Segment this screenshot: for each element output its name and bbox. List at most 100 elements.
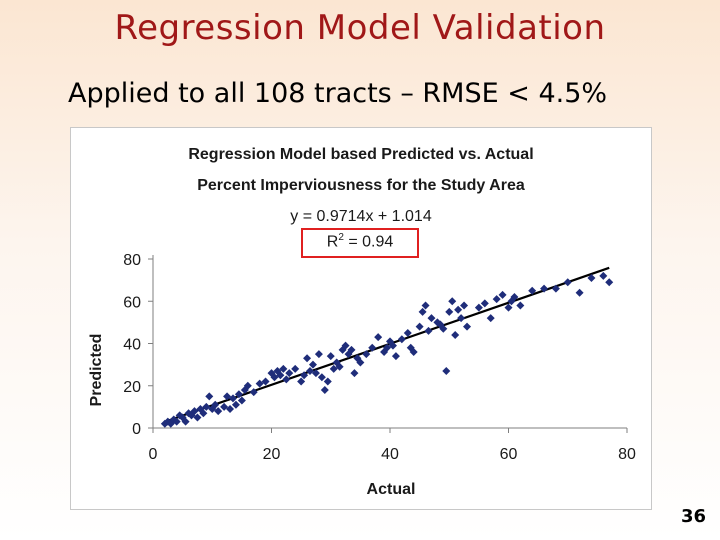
data-point: [314, 350, 323, 359]
data-point: [504, 303, 513, 312]
r-squared-prefix: R: [326, 233, 339, 251]
data-point: [276, 371, 285, 380]
data-point: [202, 402, 211, 411]
data-point: [291, 364, 300, 373]
data-point: [563, 278, 572, 287]
data-point: [279, 364, 288, 373]
data-point: [457, 314, 466, 323]
data-point: [374, 333, 383, 342]
data-point: [193, 413, 202, 422]
data-point: [303, 354, 312, 363]
data-point: [326, 352, 335, 361]
data-point: [335, 362, 344, 371]
data-point: [249, 388, 258, 397]
data-point: [474, 303, 483, 312]
data-point: [510, 293, 519, 302]
data-point: [498, 290, 507, 299]
data-point: [332, 358, 341, 367]
data-point: [323, 377, 332, 386]
data-point: [231, 400, 240, 409]
data-point: [516, 301, 525, 310]
data-point: [282, 375, 291, 384]
data-point: [243, 381, 252, 390]
data-point: [409, 347, 418, 356]
data-point: [311, 369, 320, 378]
data-point: [397, 335, 406, 344]
data-point: [220, 402, 229, 411]
data-point: [587, 274, 596, 283]
data-point: [317, 373, 326, 382]
data-point: [308, 360, 317, 369]
page-number: 36: [680, 506, 706, 527]
y-tick-label: 40: [123, 337, 141, 354]
data-point: [297, 377, 306, 386]
y-tick-label: 80: [123, 252, 141, 269]
data-point: [528, 286, 537, 295]
data-point: [211, 400, 220, 409]
data-point: [306, 366, 315, 375]
y-axis-label: Predicted: [88, 334, 105, 407]
r-squared-label: R2 = 0.94: [326, 232, 394, 251]
data-point: [421, 301, 430, 310]
data-point: [175, 411, 184, 420]
data-point: [427, 314, 436, 323]
data-point: [445, 307, 454, 316]
plot-area: 0 20 40 60 80 0 20 40 60 80: [123, 252, 636, 463]
data-point: [415, 322, 424, 331]
data-point: [181, 417, 190, 426]
data-point: [234, 390, 243, 399]
data-point: [386, 337, 394, 346]
data-point: [267, 369, 276, 378]
data-point: [320, 385, 329, 394]
data-point: [237, 396, 246, 405]
data-point: [454, 305, 463, 314]
data-point: [391, 352, 400, 361]
data-point: [356, 358, 365, 367]
data-point: [451, 331, 460, 340]
data-point: [463, 322, 472, 331]
data-point: [439, 324, 448, 333]
data-point: [540, 284, 549, 293]
y-tick-label: 20: [123, 379, 141, 396]
data-point: [448, 297, 457, 306]
data-point: [347, 345, 356, 354]
data-point: [507, 297, 516, 306]
data-point: [329, 364, 338, 373]
chart-frame: Regression Model based Predicted vs. Act…: [70, 127, 652, 510]
data-point: [205, 392, 214, 401]
data-point: [285, 369, 294, 378]
y-tick-label: 60: [123, 294, 141, 311]
r-squared-highlight-box: [301, 228, 419, 258]
r-squared-value: = 0.94: [343, 233, 394, 251]
data-point: [270, 373, 279, 382]
x-tick-label: 0: [149, 446, 158, 463]
data-point: [442, 366, 451, 375]
slide-title: Regression Model Validation: [114, 8, 606, 48]
data-point: [424, 326, 433, 335]
data-point: [551, 284, 560, 293]
data-point: [223, 392, 232, 401]
data-point: [388, 341, 397, 350]
data-point: [605, 278, 614, 287]
data-point: [383, 343, 392, 352]
x-tick-label: 80: [618, 446, 636, 463]
data-point: [599, 271, 608, 280]
x-tick-label: 60: [500, 446, 518, 463]
regression-equation: y = 0.9714x + 1.014: [290, 208, 432, 225]
data-point: [403, 328, 412, 337]
x-tick-label: 40: [381, 446, 399, 463]
data-point: [492, 295, 501, 304]
data-point: [480, 299, 489, 308]
chart-title-line-1: Regression Model based Predicted vs. Act…: [188, 146, 534, 163]
data-point: [255, 379, 264, 388]
data-point: [214, 407, 223, 416]
data-point: [486, 314, 495, 323]
scatter-plot: 0 20 40 60 80 0 20 40 60 80 Actual Predicted: [88, 252, 636, 498]
data-point: [199, 409, 208, 418]
data-point: [226, 404, 235, 413]
slide-subtitle: Applied to all 108 tracts – RMSE < 4.5%: [68, 78, 608, 109]
data-point: [228, 394, 237, 403]
data-point: [172, 417, 181, 426]
data-point: [300, 371, 309, 380]
x-axis-label: Actual: [367, 481, 416, 498]
